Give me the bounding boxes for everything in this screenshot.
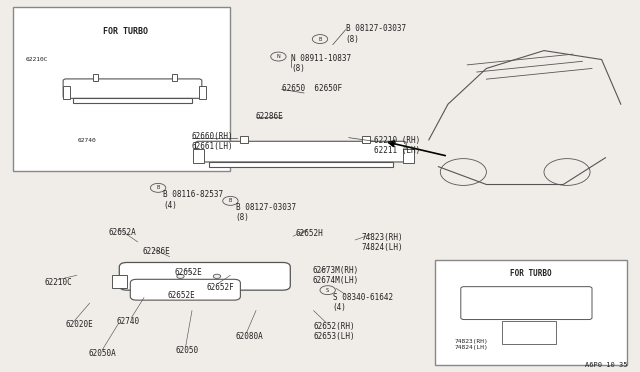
Text: 62740: 62740 xyxy=(78,138,97,142)
Text: 62050A: 62050A xyxy=(88,349,116,357)
Text: 62652(RH)
62653(LH): 62652(RH) 62653(LH) xyxy=(314,322,355,341)
Bar xyxy=(435,260,627,365)
Text: B 08127-03037
(8): B 08127-03037 (8) xyxy=(346,24,406,44)
Text: N 08911-10837
(8): N 08911-10837 (8) xyxy=(291,54,351,73)
Text: 74823(RH)
74824(LH): 74823(RH) 74824(LH) xyxy=(454,339,488,350)
Text: B 08127-03037
(8): B 08127-03037 (8) xyxy=(236,203,296,222)
Text: 62286E: 62286E xyxy=(256,112,284,121)
FancyBboxPatch shape xyxy=(195,141,406,162)
Text: 62652A: 62652A xyxy=(109,228,136,237)
Text: S 08340-61642
(4): S 08340-61642 (4) xyxy=(333,293,393,312)
Circle shape xyxy=(177,274,184,278)
Circle shape xyxy=(440,158,486,185)
Text: 62660(RH)
62661(LH): 62660(RH) 62661(LH) xyxy=(192,132,234,151)
Bar xyxy=(63,86,70,99)
Bar xyxy=(198,86,205,99)
Text: B: B xyxy=(228,198,232,203)
Bar xyxy=(193,149,204,163)
Text: 62080A: 62080A xyxy=(236,332,263,341)
Text: 62650  62650F: 62650 62650F xyxy=(282,84,342,93)
Bar xyxy=(362,136,370,143)
Bar xyxy=(239,136,248,143)
FancyBboxPatch shape xyxy=(131,279,241,300)
Text: 62210C: 62210C xyxy=(45,278,72,287)
Text: 62020E: 62020E xyxy=(65,320,93,329)
Text: FOR TURBO: FOR TURBO xyxy=(104,27,148,36)
Text: 62210C: 62210C xyxy=(26,57,49,62)
Bar xyxy=(172,74,177,81)
Bar xyxy=(13,7,230,171)
Circle shape xyxy=(271,52,286,61)
Text: 62050: 62050 xyxy=(176,346,199,355)
Circle shape xyxy=(150,183,166,192)
Bar xyxy=(73,98,192,103)
Text: N: N xyxy=(276,54,280,59)
Text: 62210 (RH)
62211 (LH): 62210 (RH) 62211 (LH) xyxy=(374,136,420,155)
Circle shape xyxy=(223,196,238,205)
Bar xyxy=(502,321,556,344)
Text: 62652H: 62652H xyxy=(296,229,323,238)
Text: 62673M(RH)
62674M(LH): 62673M(RH) 62674M(LH) xyxy=(312,266,358,285)
FancyBboxPatch shape xyxy=(461,287,592,320)
Text: B: B xyxy=(318,36,322,42)
Text: 74823(RH)
74824(LH): 74823(RH) 74824(LH) xyxy=(362,232,403,252)
Text: 62740: 62740 xyxy=(116,317,140,326)
FancyBboxPatch shape xyxy=(63,79,202,98)
Text: B 08116-82537
(4): B 08116-82537 (4) xyxy=(163,190,223,210)
Text: 62652E: 62652E xyxy=(174,268,202,277)
Bar xyxy=(93,74,98,81)
Text: 62286E: 62286E xyxy=(142,247,170,256)
Circle shape xyxy=(544,158,590,185)
Text: B: B xyxy=(156,185,160,190)
Circle shape xyxy=(213,274,221,278)
Text: S: S xyxy=(326,288,329,293)
Text: 62652F: 62652F xyxy=(207,283,234,292)
Circle shape xyxy=(320,286,335,295)
Bar xyxy=(403,149,413,163)
Text: 62652E: 62652E xyxy=(168,291,195,300)
Bar xyxy=(209,161,393,167)
Bar xyxy=(113,275,127,288)
Text: FOR TURBO: FOR TURBO xyxy=(510,269,552,278)
FancyBboxPatch shape xyxy=(119,263,291,290)
Text: A6P0 10 35: A6P0 10 35 xyxy=(585,362,627,368)
Circle shape xyxy=(312,35,328,44)
